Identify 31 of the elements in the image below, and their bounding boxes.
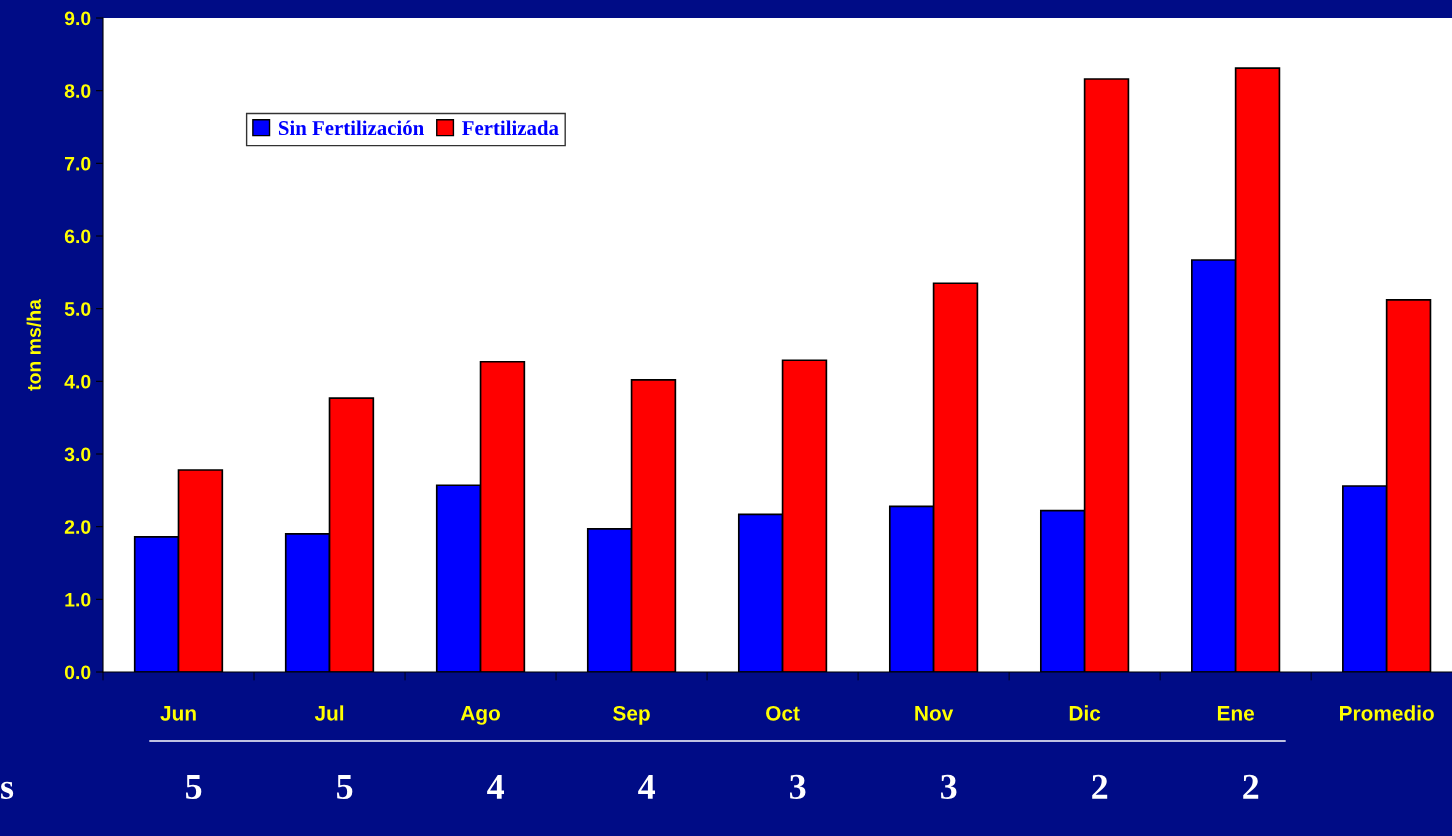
text: 3 (790, 774, 806, 800)
text: s (1, 781, 14, 800)
y-tick-label: 5.0 (64, 302, 91, 316)
legend-label: Fertilizada (462, 120, 559, 136)
y-tick-label: 8.0 (64, 84, 91, 98)
x-tick-label: Sep (613, 705, 650, 725)
y-tick-label: 9.0 (64, 11, 91, 26)
x-tick-label: Promedio (1340, 705, 1434, 721)
y-tick-label: 6.0 (64, 229, 91, 244)
text: 2 (1092, 774, 1108, 799)
y-tick-label: 1.0 (65, 592, 91, 607)
x-tick-label: Ago (460, 706, 500, 725)
x-tick-label: Dic (1069, 705, 1101, 721)
y-tick-label: 4.0 (64, 374, 91, 389)
text: 4 (638, 774, 656, 799)
text: 3 (941, 774, 957, 800)
x-tick-label: Jun (160, 706, 196, 721)
text: 4 (487, 774, 504, 799)
legend-label: Sin Fertilización (278, 120, 424, 136)
text: 2 (1243, 774, 1259, 799)
x-tick-label: Ene (1217, 706, 1255, 721)
y-axis-title: ton ms/ha (26, 298, 42, 391)
text: 5 (337, 775, 353, 800)
y-tick-label: 7.0 (65, 156, 91, 171)
y-tick-label: 3.0 (64, 447, 91, 462)
y-tick-label: 0.0 (64, 665, 91, 680)
x-tick-label: Oct (766, 705, 800, 721)
y-tick-label: 2.0 (64, 520, 91, 534)
x-tick-label: Nov (915, 706, 954, 721)
text: 5 (186, 775, 202, 800)
x-tick-label: Jul (314, 705, 344, 721)
